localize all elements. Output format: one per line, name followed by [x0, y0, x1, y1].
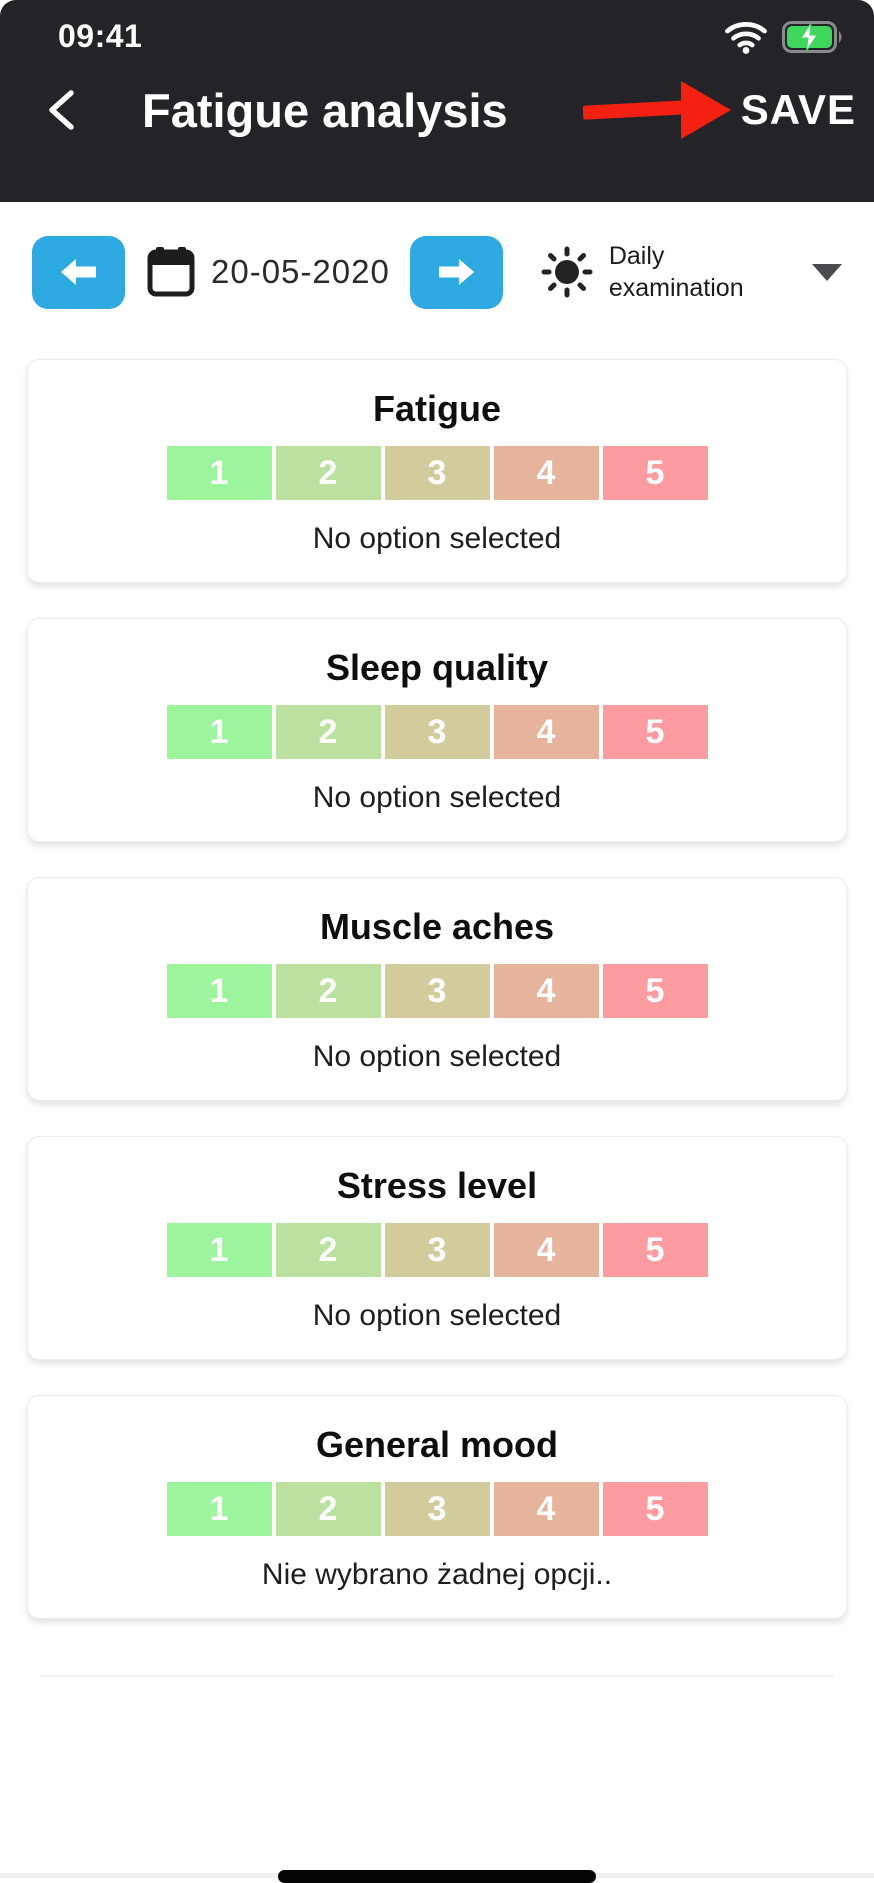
rating-scale: 1 2 3 4 5: [28, 705, 846, 759]
rating-scale: 1 2 3 4 5: [28, 1482, 846, 1536]
rating-card-muscle-aches: Muscle aches 1 2 3 4 5 No option selecte…: [27, 877, 847, 1101]
rating-button-3[interactable]: 3: [384, 446, 490, 500]
home-indicator[interactable]: [278, 1870, 596, 1883]
rating-card-stress-level: Stress level 1 2 3 4 5 No option selecte…: [27, 1136, 847, 1360]
rating-button-2[interactable]: 2: [275, 1482, 381, 1536]
rating-card-fatigue: Fatigue 1 2 3 4 5 No option selected: [27, 359, 847, 583]
chevron-down-icon[interactable]: [812, 263, 842, 281]
status-bar: 09:41: [0, 16, 874, 55]
rating-button-3[interactable]: 3: [384, 705, 490, 759]
sun-icon: [541, 246, 593, 298]
selection-status: No option selected: [312, 781, 562, 814]
calendar-icon: [147, 247, 195, 297]
rating-button-2[interactable]: 2: [275, 446, 381, 500]
annotation-arrow-shaft: [582, 100, 688, 120]
annotation-arrow-head: [680, 81, 731, 139]
rating-button-5[interactable]: 5: [602, 446, 708, 500]
card-title: Muscle aches: [319, 906, 555, 947]
rating-button-3[interactable]: 3: [384, 1223, 490, 1277]
cards-list: Fatigue 1 2 3 4 5 No option selected Sle…: [0, 359, 874, 1619]
rating-button-2[interactable]: 2: [275, 1223, 381, 1277]
rating-button-4[interactable]: 4: [493, 705, 599, 759]
rating-button-1[interactable]: 1: [166, 1482, 272, 1536]
back-arrow-icon: [49, 90, 74, 130]
rating-scale: 1 2 3 4 5: [28, 446, 846, 500]
status-icons: [724, 20, 844, 54]
rating-button-1[interactable]: 1: [166, 1223, 272, 1277]
exam-type-select[interactable]: Daily examination: [541, 240, 846, 305]
section-divider: [40, 1675, 834, 1677]
rating-scale: 1 2 3 4 5: [28, 964, 846, 1018]
rating-button-4[interactable]: 4: [493, 1482, 599, 1536]
selection-status: No option selected: [312, 1040, 562, 1073]
exam-type-label: Daily examination: [608, 241, 744, 303]
date-display[interactable]: 20-05-2020: [211, 253, 390, 290]
arrow-left-icon: [60, 259, 96, 285]
app-header: 09:41: [0, 0, 874, 202]
wifi-icon: [725, 21, 767, 54]
back-button[interactable]: [40, 87, 86, 133]
rating-button-5[interactable]: 5: [602, 1482, 708, 1536]
selection-status: No option selected: [312, 1299, 562, 1332]
rating-button-3[interactable]: 3: [384, 964, 490, 1018]
battery-icon: [782, 20, 842, 53]
rating-button-4[interactable]: 4: [493, 964, 599, 1018]
status-time: 09:41: [58, 18, 143, 54]
page-title: Fatigue analysis: [142, 83, 508, 137]
save-button[interactable]: SAVE: [740, 86, 856, 133]
rating-button-5[interactable]: 5: [602, 1223, 708, 1277]
card-title: General mood: [315, 1424, 559, 1465]
rating-card-sleep-quality: Sleep quality 1 2 3 4 5 No option select…: [27, 618, 847, 842]
rating-button-2[interactable]: 2: [275, 705, 381, 759]
rating-button-4[interactable]: 4: [493, 446, 599, 500]
selection-status: Nie wybrano żadnej opcji..: [261, 1558, 613, 1591]
rating-button-3[interactable]: 3: [384, 1482, 490, 1536]
header-title-row: Fatigue analysis SAVE: [0, 81, 874, 139]
rating-button-2[interactable]: 2: [275, 964, 381, 1018]
selection-status: No option selected: [312, 522, 562, 555]
rating-card-general-mood: General mood 1 2 3 4 5 Nie wybrano żadne…: [27, 1395, 847, 1619]
annotation-arrow-icon: [582, 81, 731, 139]
card-title: Sleep quality: [325, 647, 549, 688]
arrow-right-icon: [439, 259, 475, 285]
rating-button-4[interactable]: 4: [493, 1223, 599, 1277]
rating-button-1[interactable]: 1: [166, 446, 272, 500]
card-title: Stress level: [336, 1165, 538, 1206]
previous-date-button[interactable]: [32, 235, 125, 309]
rating-button-5[interactable]: 5: [602, 964, 708, 1018]
card-title: Fatigue: [372, 388, 501, 429]
rating-button-5[interactable]: 5: [602, 705, 708, 759]
rating-button-1[interactable]: 1: [166, 705, 272, 759]
next-date-button[interactable]: [409, 235, 503, 309]
date-toolbar: 20-05-2020: [32, 235, 846, 309]
rating-scale: 1 2 3 4 5: [28, 1223, 846, 1277]
rating-button-1[interactable]: 1: [166, 964, 272, 1018]
